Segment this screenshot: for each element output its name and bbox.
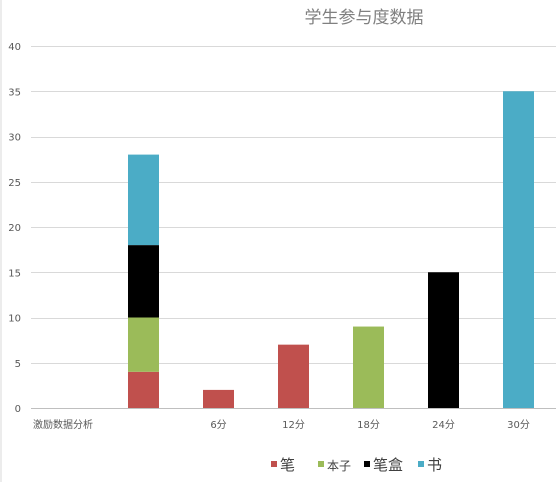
bar-segment: [128, 317, 159, 372]
y-tick-label: 40: [8, 42, 21, 53]
bars: [128, 91, 534, 408]
legend-swatch: [364, 461, 370, 467]
legend-swatch: [271, 461, 277, 467]
bar-segment: [353, 326, 384, 408]
legend-label: 书: [427, 456, 442, 474]
y-tick-label: 0: [15, 404, 21, 415]
bar-segment: [203, 389, 234, 408]
y-axis-ticks: 0 5 10 15 20 25 30 35 40: [8, 42, 21, 415]
y-tick-label: 35: [8, 87, 21, 98]
legend: 笔 本子 笔盒 书: [271, 456, 442, 474]
legend-swatch: [318, 461, 324, 467]
bar-segment: [428, 272, 459, 408]
y-tick-label: 5: [15, 359, 21, 370]
x-tick-label: 24分: [432, 419, 455, 431]
legend-label: 笔盒: [373, 456, 403, 474]
chart-title: 学生参与度数据: [305, 8, 424, 28]
y-tick-label: 30: [8, 133, 21, 144]
x-tick-label: 18分: [357, 419, 380, 431]
bar-segment: [128, 371, 159, 408]
y-tick-label: 15: [8, 268, 21, 279]
legend-label: 笔: [280, 456, 295, 474]
bar-segment: [128, 154, 159, 246]
x-tick-label: 12分: [282, 419, 305, 431]
y-tick-label: 20: [8, 223, 21, 234]
x-tick-label: 激励数据分析: [33, 418, 93, 431]
legend-label: 本子: [327, 459, 351, 473]
x-tick-label: 30分: [507, 419, 530, 431]
y-tick-label: 10: [8, 314, 21, 325]
bar-segment: [128, 245, 159, 318]
y-tick-label: 25: [8, 178, 21, 189]
legend-swatch: [418, 461, 424, 467]
bar-segment: [278, 344, 309, 408]
gridlines: [31, 46, 556, 409]
x-axis-ticks: 激励数据分析 6分 12分 18分 24分 30分: [33, 418, 530, 431]
bar-segment: [503, 91, 534, 408]
x-tick-label: 6分: [210, 419, 226, 431]
